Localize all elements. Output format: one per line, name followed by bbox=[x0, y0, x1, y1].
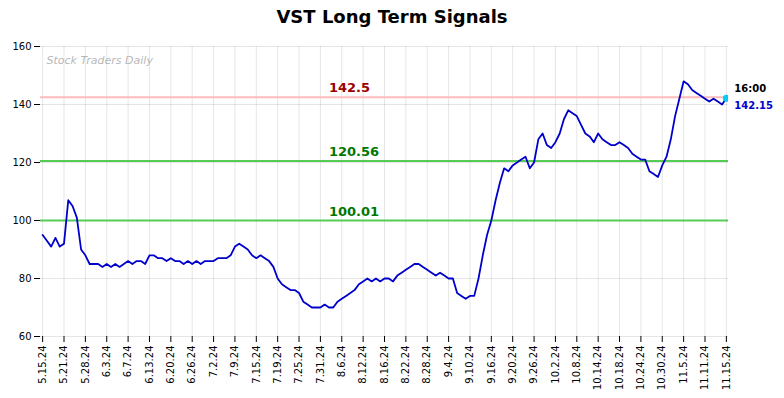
svg-text:7.19.24: 7.19.24 bbox=[272, 346, 283, 384]
svg-text:8.28.24: 8.28.24 bbox=[421, 346, 432, 384]
svg-text:100.01: 100.01 bbox=[329, 204, 379, 219]
svg-text:10.14.24: 10.14.24 bbox=[592, 346, 603, 391]
svg-text:11.15.24: 11.15.24 bbox=[721, 346, 732, 391]
svg-text:8.12.24: 8.12.24 bbox=[357, 346, 368, 384]
svg-text:120.56: 120.56 bbox=[329, 144, 379, 159]
svg-text:5.21.24: 5.21.24 bbox=[58, 346, 69, 384]
svg-text:80: 80 bbox=[19, 273, 32, 284]
html-text:VST Long Term Signals: VST Long Term Signals bbox=[276, 6, 508, 27]
svg-text:8.6.24: 8.6.24 bbox=[336, 346, 347, 378]
svg-text:8.16.24: 8.16.24 bbox=[379, 346, 390, 384]
svg-text:16:00: 16:00 bbox=[734, 83, 766, 94]
svg-text:9.20.24: 9.20.24 bbox=[507, 346, 518, 384]
svg-text:6.3.24: 6.3.24 bbox=[101, 346, 112, 378]
svg-text:9.4.24: 9.4.24 bbox=[443, 346, 454, 378]
svg-text:10.24.24: 10.24.24 bbox=[635, 346, 646, 391]
svg-text:8.22.24: 8.22.24 bbox=[400, 346, 411, 384]
svg-text:10.18.24: 10.18.24 bbox=[614, 346, 625, 391]
svg-text:10.8.24: 10.8.24 bbox=[571, 346, 582, 384]
svg-text:7.31.24: 7.31.24 bbox=[315, 346, 326, 384]
svg-text:9.26.24: 9.26.24 bbox=[528, 346, 539, 384]
svg-text:120: 120 bbox=[12, 157, 31, 168]
svg-text:Stock Traders Daily: Stock Traders Daily bbox=[47, 54, 154, 67]
svg-text:100: 100 bbox=[12, 215, 31, 226]
svg-text:10.30.24: 10.30.24 bbox=[656, 346, 667, 391]
svg-text:7.25.24: 7.25.24 bbox=[293, 346, 304, 384]
svg-text:142.15: 142.15 bbox=[734, 100, 773, 111]
svg-text:140: 140 bbox=[12, 99, 31, 110]
svg-text:60: 60 bbox=[19, 331, 32, 342]
svg-text:160: 160 bbox=[12, 41, 31, 52]
svg-text:9.16.24: 9.16.24 bbox=[486, 346, 497, 384]
svg-text:10.2.24: 10.2.24 bbox=[550, 346, 561, 384]
svg-text:7.15.24: 7.15.24 bbox=[251, 346, 262, 384]
svg-text:5.28.24: 5.28.24 bbox=[80, 346, 91, 384]
svg-text:6.13.24: 6.13.24 bbox=[144, 346, 155, 384]
svg-text:7.9.24: 7.9.24 bbox=[229, 346, 240, 378]
svg-text:6.26.24: 6.26.24 bbox=[186, 346, 197, 384]
svg-text:6.7.24: 6.7.24 bbox=[122, 346, 133, 378]
svg-text:6.20.24: 6.20.24 bbox=[165, 346, 176, 384]
svg-text:5.15.24: 5.15.24 bbox=[37, 346, 48, 384]
svg-text:9.10.24: 9.10.24 bbox=[464, 346, 475, 384]
svg-text:142.5: 142.5 bbox=[329, 80, 370, 95]
svg-text:11.11.24: 11.11.24 bbox=[699, 346, 710, 391]
svg-text:11.5.24: 11.5.24 bbox=[678, 346, 689, 384]
svg-text:7.2.24: 7.2.24 bbox=[208, 346, 219, 378]
